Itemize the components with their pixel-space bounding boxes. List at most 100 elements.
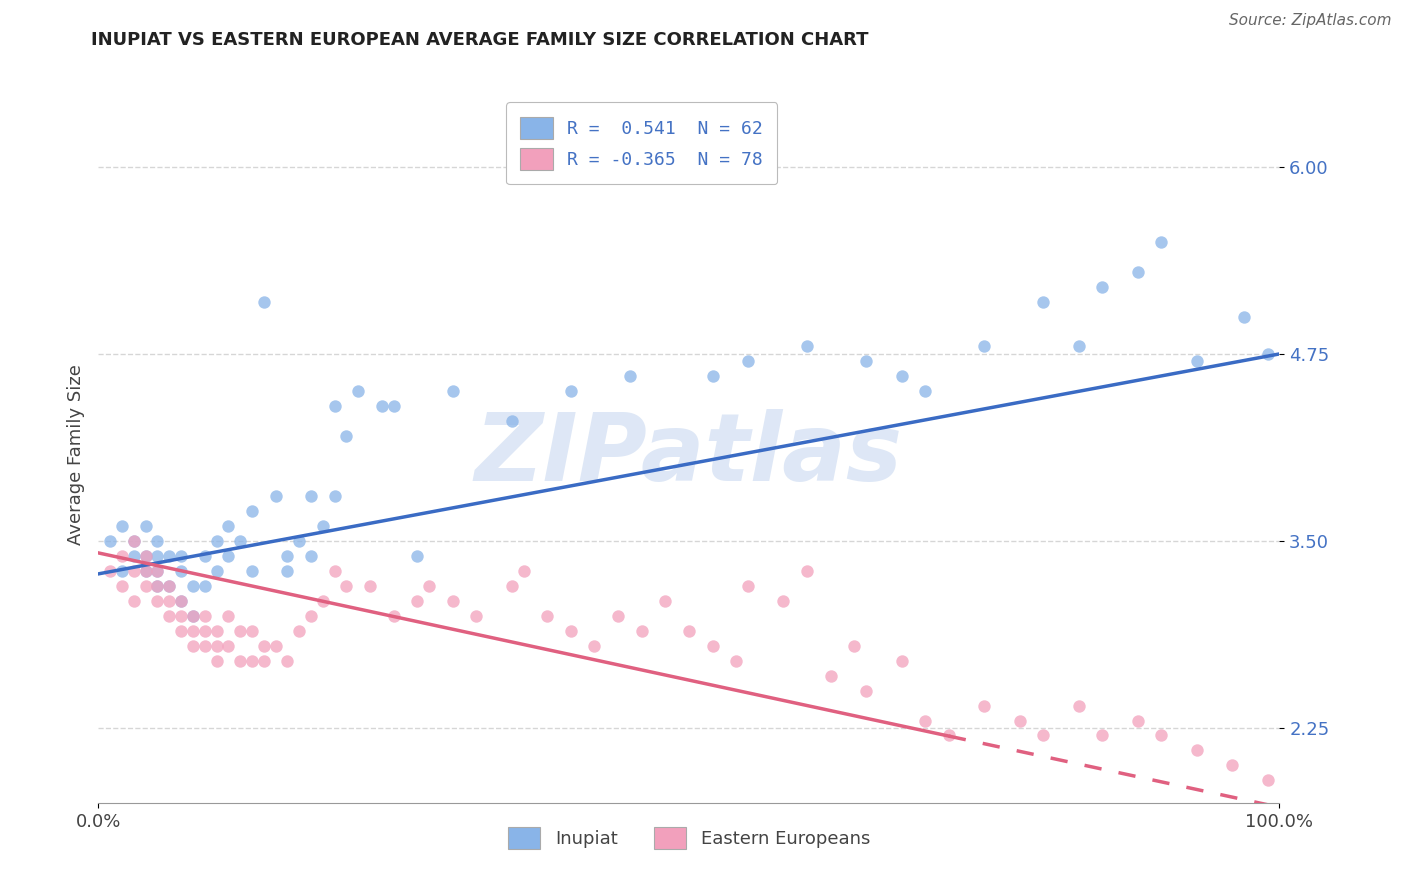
Point <box>157 608 180 623</box>
Point <box>135 564 157 578</box>
Point <box>170 624 193 638</box>
Point <box>1091 729 1114 743</box>
Point <box>135 564 157 578</box>
Point <box>501 579 523 593</box>
Point <box>170 564 193 578</box>
Point <box>855 683 877 698</box>
Point <box>465 608 488 623</box>
Point <box>1091 279 1114 293</box>
Point <box>146 533 169 548</box>
Point <box>217 519 239 533</box>
Point <box>264 489 287 503</box>
Point <box>323 399 346 413</box>
Point <box>299 489 322 503</box>
Point <box>973 698 995 713</box>
Point <box>194 639 217 653</box>
Point <box>205 639 228 653</box>
Point <box>205 564 228 578</box>
Point <box>406 549 429 563</box>
Point <box>240 504 263 518</box>
Point <box>122 564 145 578</box>
Point <box>288 624 311 638</box>
Text: Source: ZipAtlas.com: Source: ZipAtlas.com <box>1229 13 1392 29</box>
Point <box>194 624 217 638</box>
Point <box>135 549 157 563</box>
Point <box>772 594 794 608</box>
Point <box>194 608 217 623</box>
Point <box>323 564 346 578</box>
Point <box>264 639 287 653</box>
Point <box>820 668 842 682</box>
Point <box>441 594 464 608</box>
Text: ZIPatlas: ZIPatlas <box>475 409 903 501</box>
Point <box>194 579 217 593</box>
Point <box>1126 265 1149 279</box>
Point <box>217 549 239 563</box>
Point <box>619 369 641 384</box>
Point <box>146 579 169 593</box>
Point <box>335 429 357 443</box>
Point <box>1257 773 1279 788</box>
Point <box>276 564 298 578</box>
Point <box>146 564 169 578</box>
Point <box>98 533 121 548</box>
Point <box>253 294 276 309</box>
Point <box>181 624 204 638</box>
Point <box>702 369 724 384</box>
Point <box>170 608 193 623</box>
Point <box>1032 294 1054 309</box>
Y-axis label: Average Family Size: Average Family Size <box>66 365 84 545</box>
Point <box>299 608 322 623</box>
Point <box>229 654 252 668</box>
Point <box>583 639 606 653</box>
Point <box>1220 758 1243 772</box>
Point <box>441 384 464 399</box>
Point <box>737 354 759 368</box>
Point <box>844 639 866 653</box>
Point <box>240 624 263 638</box>
Point <box>725 654 748 668</box>
Point <box>560 624 582 638</box>
Point <box>122 549 145 563</box>
Point <box>299 549 322 563</box>
Point <box>170 549 193 563</box>
Point <box>181 608 204 623</box>
Point <box>312 594 335 608</box>
Point <box>973 339 995 353</box>
Point <box>312 519 335 533</box>
Point <box>1067 698 1090 713</box>
Point <box>630 624 652 638</box>
Point <box>607 608 630 623</box>
Point <box>1150 729 1173 743</box>
Point <box>796 564 818 578</box>
Point <box>135 519 157 533</box>
Point <box>111 549 134 563</box>
Point <box>229 533 252 548</box>
Point <box>240 564 263 578</box>
Point <box>1185 354 1208 368</box>
Point <box>1008 714 1031 728</box>
Point <box>135 579 157 593</box>
Text: INUPIAT VS EASTERN EUROPEAN AVERAGE FAMILY SIZE CORRELATION CHART: INUPIAT VS EASTERN EUROPEAN AVERAGE FAMI… <box>91 31 869 49</box>
Point <box>654 594 676 608</box>
Point <box>135 549 157 563</box>
Point <box>240 654 263 668</box>
Point <box>418 579 440 593</box>
Point <box>205 533 228 548</box>
Point <box>560 384 582 399</box>
Point <box>796 339 818 353</box>
Point <box>181 608 204 623</box>
Point <box>512 564 534 578</box>
Point <box>1067 339 1090 353</box>
Point <box>205 654 228 668</box>
Point <box>122 594 145 608</box>
Point <box>253 639 276 653</box>
Point <box>205 624 228 638</box>
Point <box>194 549 217 563</box>
Point <box>146 594 169 608</box>
Point <box>347 384 370 399</box>
Point <box>890 369 912 384</box>
Point <box>1257 347 1279 361</box>
Point <box>1150 235 1173 249</box>
Point <box>157 579 180 593</box>
